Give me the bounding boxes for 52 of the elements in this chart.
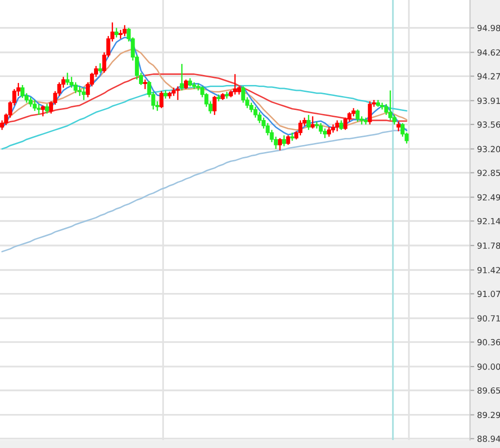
candlestick	[114, 27, 118, 38]
candlestick	[286, 134, 290, 146]
candlestick	[327, 126, 331, 138]
candlestick	[290, 132, 294, 142]
candlestick	[45, 103, 49, 114]
candlestick	[368, 100, 372, 126]
candlestick	[82, 87, 86, 101]
candlestick	[212, 95, 217, 116]
candlestick	[335, 120, 340, 132]
candlestick	[40, 104, 45, 117]
y-tick-label: 92.14	[477, 218, 500, 224]
y-tick-label: 88.94	[478, 436, 500, 442]
candlestick	[32, 99, 37, 112]
y-tick-label: 89.29	[478, 412, 500, 418]
candlestick	[78, 86, 82, 97]
y-tick-label: 91.42	[477, 266, 500, 274]
y-tick-label: 93.56	[477, 121, 500, 128]
y-tick-label: 92.85	[477, 170, 500, 176]
candlestick	[28, 96, 33, 108]
y-tick-label: 93.91	[477, 98, 500, 104]
candlestick	[159, 90, 164, 109]
candlestick	[36, 103, 41, 116]
y-tick-label: 94.62	[477, 49, 500, 56]
y-tick-label: 94.27	[477, 73, 500, 80]
y-tick-label: 91.78	[477, 242, 500, 249]
candlestick	[233, 74, 237, 96]
candlestick	[122, 24, 127, 37]
candlestick	[339, 120, 344, 131]
candlestick	[356, 108, 360, 122]
candlestick	[143, 78, 148, 90]
candlestick	[310, 116, 315, 130]
y-tick-label: 93.20	[477, 146, 500, 152]
candlestick	[388, 90, 392, 121]
candlestick	[98, 62, 102, 74]
candlestick	[282, 134, 286, 147]
candlestick	[298, 120, 302, 136]
y-tick-label: 90.00	[477, 364, 500, 370]
candlestick	[306, 114, 311, 131]
candlestick	[176, 86, 180, 101]
y-tick-label: 91.07	[477, 290, 500, 298]
candlestick	[65, 72, 70, 86]
candlestick	[278, 137, 282, 151]
candlestick	[184, 78, 188, 90]
candlestick	[20, 84, 24, 99]
y-tick-label: 89.65	[478, 387, 500, 394]
candlestick	[318, 122, 323, 135]
y-tick-label: 90.36	[477, 339, 500, 346]
candlestick	[180, 63, 184, 92]
y-tick-label: 94.98	[477, 24, 500, 32]
candlestick	[396, 121, 400, 132]
y-tick-label: 92.49	[477, 194, 500, 200]
y-tick-label: 90.71	[477, 315, 500, 322]
